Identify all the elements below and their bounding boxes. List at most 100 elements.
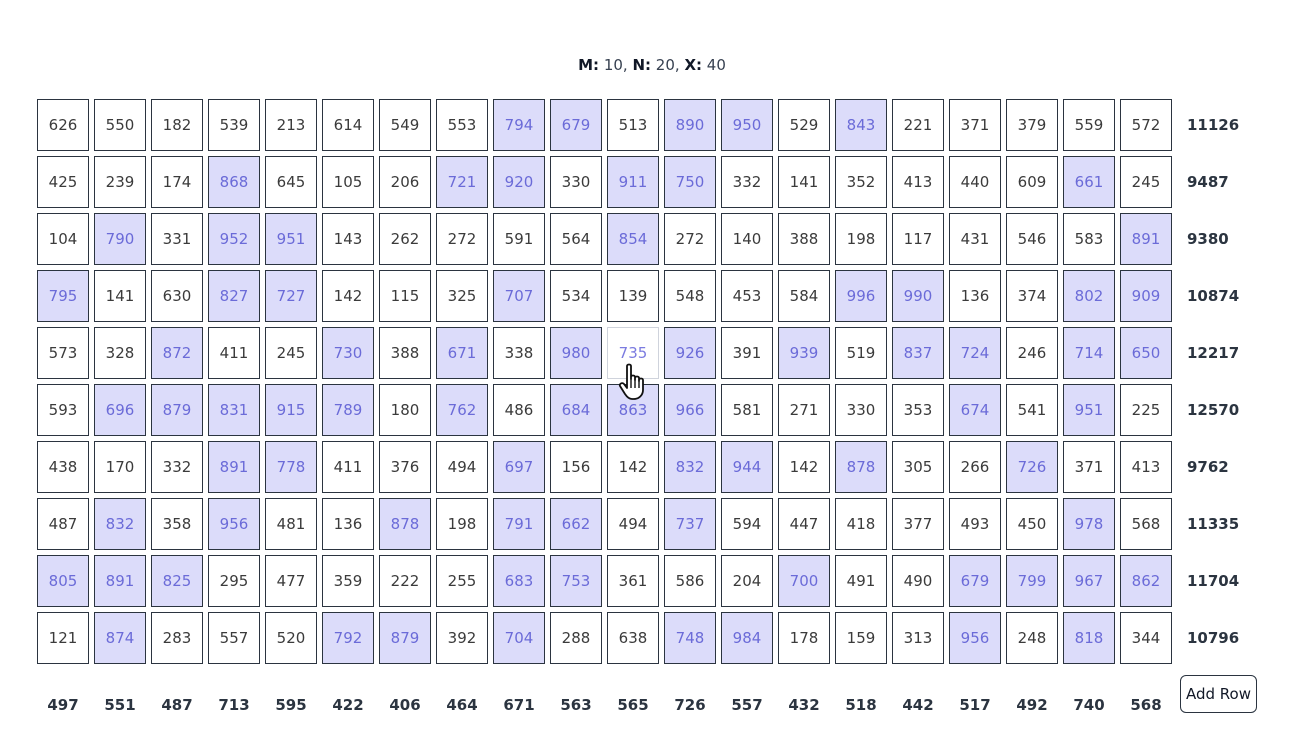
grid-cell[interactable]: 371: [1063, 441, 1115, 493]
grid-cell[interactable]: 650: [1120, 327, 1172, 379]
grid-cell[interactable]: 559: [1063, 99, 1115, 151]
grid-cell[interactable]: 491: [835, 555, 887, 607]
grid-cell[interactable]: 550: [94, 99, 146, 151]
grid-cell[interactable]: 626: [37, 99, 89, 151]
grid-cell[interactable]: 174: [151, 156, 203, 208]
grid-cell[interactable]: 679: [550, 99, 602, 151]
grid-cell[interactable]: 548: [664, 270, 716, 322]
grid-cell[interactable]: 246: [1006, 327, 1058, 379]
grid-cell[interactable]: 139: [607, 270, 659, 322]
grid-cell[interactable]: 730: [322, 327, 374, 379]
grid-cell[interactable]: 978: [1063, 498, 1115, 550]
grid-cell[interactable]: 413: [892, 156, 944, 208]
grid-cell[interactable]: 332: [721, 156, 773, 208]
grid-cell[interactable]: 583: [1063, 213, 1115, 265]
grid-cell[interactable]: 832: [94, 498, 146, 550]
grid-cell[interactable]: 915: [265, 384, 317, 436]
grid-cell[interactable]: 707: [493, 270, 545, 322]
grid-cell[interactable]: 438: [37, 441, 89, 493]
grid-cell[interactable]: 178: [778, 612, 830, 664]
grid-cell[interactable]: 891: [208, 441, 260, 493]
grid-cell[interactable]: 453: [721, 270, 773, 322]
grid-cell[interactable]: 288: [550, 612, 602, 664]
grid-cell[interactable]: 727: [265, 270, 317, 322]
grid-cell[interactable]: 684: [550, 384, 602, 436]
grid-cell[interactable]: 245: [265, 327, 317, 379]
grid-cell[interactable]: 553: [436, 99, 488, 151]
grid-cell[interactable]: 239: [94, 156, 146, 208]
grid-cell[interactable]: 182: [151, 99, 203, 151]
grid-cell[interactable]: 141: [778, 156, 830, 208]
grid-cell[interactable]: 142: [322, 270, 374, 322]
grid-cell[interactable]: 332: [151, 441, 203, 493]
grid-cell[interactable]: 609: [1006, 156, 1058, 208]
grid-cell[interactable]: 920: [493, 156, 545, 208]
grid-cell[interactable]: 966: [664, 384, 716, 436]
grid-cell[interactable]: 142: [607, 441, 659, 493]
grid-cell[interactable]: 831: [208, 384, 260, 436]
grid-cell[interactable]: 630: [151, 270, 203, 322]
grid-cell[interactable]: 671: [436, 327, 488, 379]
grid-cell[interactable]: 377: [892, 498, 944, 550]
grid-cell[interactable]: 305: [892, 441, 944, 493]
grid-cell[interactable]: 440: [949, 156, 1001, 208]
grid-cell[interactable]: 222: [379, 555, 431, 607]
grid-cell[interactable]: 266: [949, 441, 1001, 493]
grid-cell[interactable]: 872: [151, 327, 203, 379]
grid-cell[interactable]: 520: [265, 612, 317, 664]
grid-cell[interactable]: 206: [379, 156, 431, 208]
grid-cell[interactable]: 117: [892, 213, 944, 265]
grid-cell[interactable]: 584: [778, 270, 830, 322]
grid-cell[interactable]: 638: [607, 612, 659, 664]
grid-cell[interactable]: 944: [721, 441, 773, 493]
grid-cell[interactable]: 753: [550, 555, 602, 607]
grid-cell[interactable]: 295: [208, 555, 260, 607]
grid-cell[interactable]: 546: [1006, 213, 1058, 265]
grid-cell[interactable]: 541: [1006, 384, 1058, 436]
grid-cell[interactable]: 156: [550, 441, 602, 493]
grid-cell[interactable]: 391: [721, 327, 773, 379]
grid-cell[interactable]: 359: [322, 555, 374, 607]
grid-cell[interactable]: 529: [778, 99, 830, 151]
grid-cell[interactable]: 874: [94, 612, 146, 664]
grid-cell[interactable]: 248: [1006, 612, 1058, 664]
grid-cell[interactable]: 683: [493, 555, 545, 607]
grid-cell[interactable]: 735: [607, 327, 659, 379]
grid-cell[interactable]: 374: [1006, 270, 1058, 322]
grid-cell[interactable]: 330: [550, 156, 602, 208]
grid-cell[interactable]: 950: [721, 99, 773, 151]
grid-cell[interactable]: 328: [94, 327, 146, 379]
grid-cell[interactable]: 143: [322, 213, 374, 265]
grid-cell[interactable]: 863: [607, 384, 659, 436]
grid-cell[interactable]: 136: [949, 270, 1001, 322]
grid-cell[interactable]: 662: [550, 498, 602, 550]
grid-cell[interactable]: 879: [151, 384, 203, 436]
grid-cell[interactable]: 789: [322, 384, 374, 436]
grid-cell[interactable]: 721: [436, 156, 488, 208]
grid-cell[interactable]: 141: [94, 270, 146, 322]
grid-cell[interactable]: 878: [835, 441, 887, 493]
grid-cell[interactable]: 352: [835, 156, 887, 208]
grid-cell[interactable]: 724: [949, 327, 1001, 379]
grid-cell[interactable]: 272: [436, 213, 488, 265]
grid-cell[interactable]: 353: [892, 384, 944, 436]
grid-cell[interactable]: 221: [892, 99, 944, 151]
grid-cell[interactable]: 225: [1120, 384, 1172, 436]
grid-cell[interactable]: 984: [721, 612, 773, 664]
grid-cell[interactable]: 805: [37, 555, 89, 607]
grid-cell[interactable]: 750: [664, 156, 716, 208]
grid-cell[interactable]: 557: [208, 612, 260, 664]
grid-cell[interactable]: 271: [778, 384, 830, 436]
grid-cell[interactable]: 105: [322, 156, 374, 208]
grid-cell[interactable]: 832: [664, 441, 716, 493]
grid-cell[interactable]: 878: [379, 498, 431, 550]
grid-cell[interactable]: 939: [778, 327, 830, 379]
grid-cell[interactable]: 951: [265, 213, 317, 265]
grid-cell[interactable]: 361: [607, 555, 659, 607]
grid-cell[interactable]: 255: [436, 555, 488, 607]
grid-cell[interactable]: 493: [949, 498, 1001, 550]
grid-cell[interactable]: 990: [892, 270, 944, 322]
grid-cell[interactable]: 891: [94, 555, 146, 607]
grid-cell[interactable]: 700: [778, 555, 830, 607]
grid-cell[interactable]: 967: [1063, 555, 1115, 607]
